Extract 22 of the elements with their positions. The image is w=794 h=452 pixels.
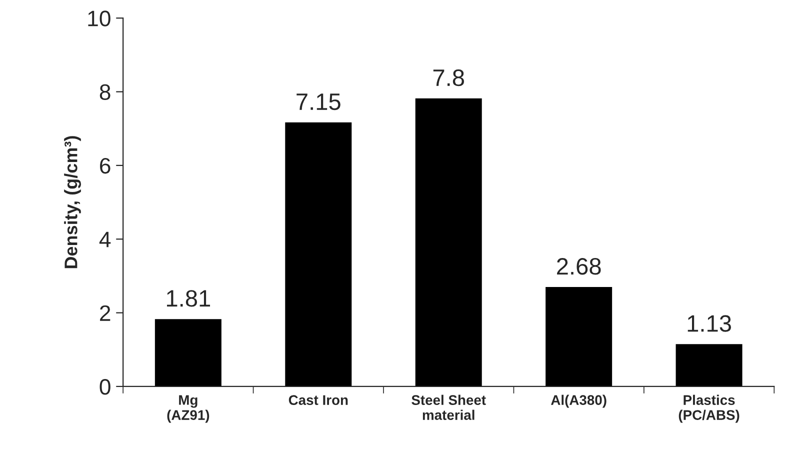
y-tick-label: 8 — [100, 84, 110, 100]
data-label: 1.13 — [688, 315, 731, 332]
y-tick-label: 2 — [100, 305, 110, 321]
x-tick-label: Cast Iron — [288, 395, 348, 405]
x-tick-label: Al(A380) — [551, 394, 606, 408]
bar — [546, 287, 612, 386]
bar — [285, 122, 352, 386]
bar — [415, 98, 482, 386]
y-tick-label: 6 — [100, 158, 110, 174]
x-tick-label: Mg (AZ91) — [167, 395, 210, 423]
bar — [154, 319, 222, 386]
y-tick-label: 4 — [99, 232, 111, 248]
data-label: 7.15 — [296, 94, 340, 110]
y-tick-label: 0 — [100, 378, 110, 395]
y-axis-title: Density, (g/cm³) — [64, 136, 81, 268]
data-label: 7.8 — [433, 69, 464, 86]
bar — [676, 344, 742, 386]
x-tick-label: Steel Sheet material — [412, 394, 486, 420]
y-tick-label: 10 — [88, 10, 110, 26]
x-tick-label: Plastics (PC/ABS) — [678, 394, 740, 423]
data-label: 2.68 — [557, 258, 601, 275]
data-label: 1.81 — [167, 290, 210, 307]
